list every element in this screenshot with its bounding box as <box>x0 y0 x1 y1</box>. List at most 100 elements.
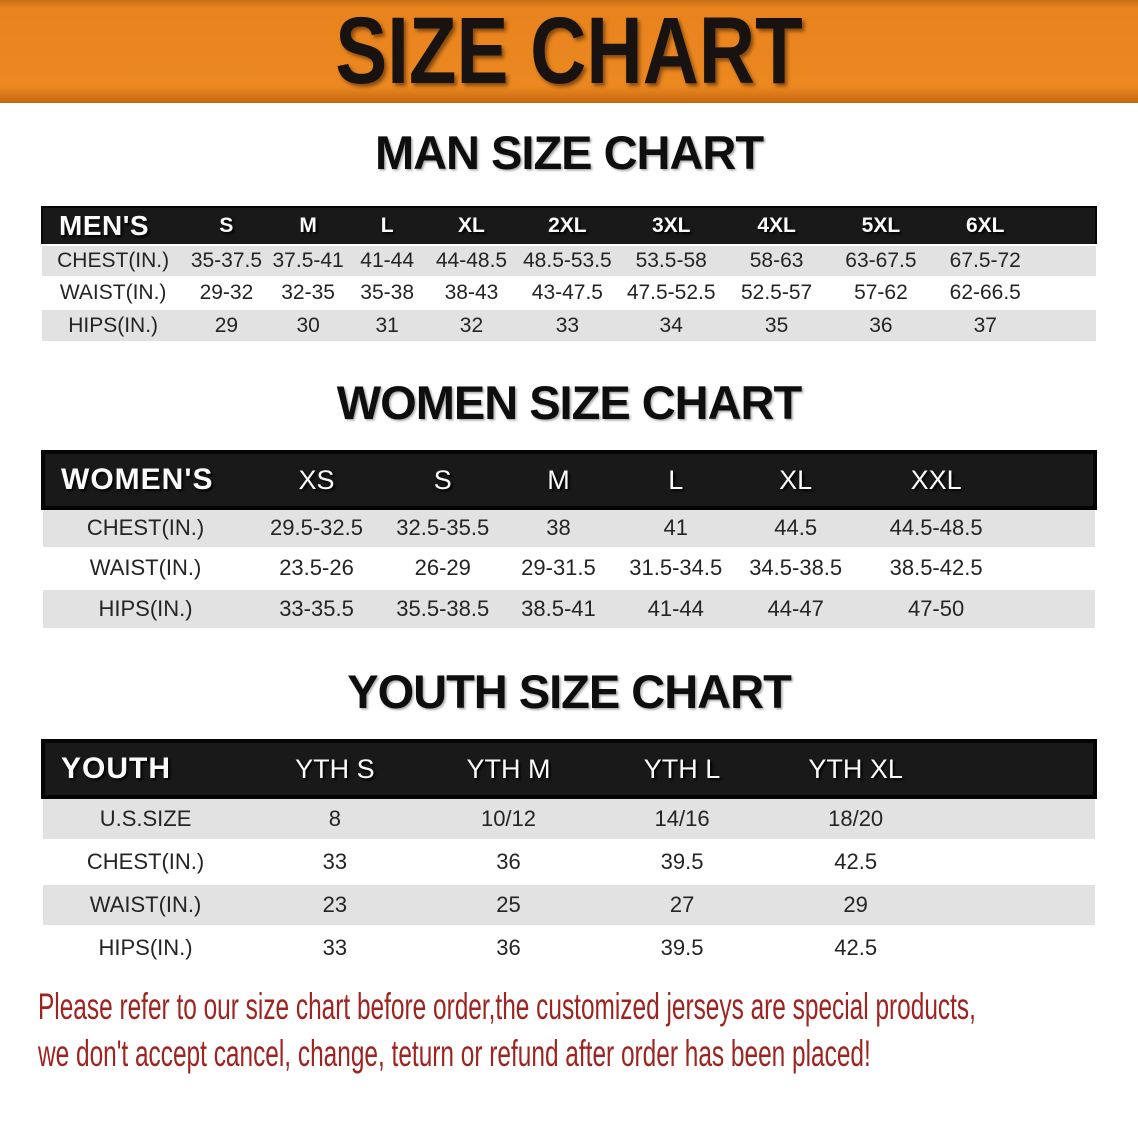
size-cell: 43-47.5 <box>516 276 619 309</box>
table-row-hips: HIPS(IN.) 29 30 31 32 33 34 35 36 37 <box>42 308 1096 341</box>
disclaimer-line-1: Please refer to our size chart before or… <box>38 986 976 1027</box>
size-cell: 42.5 <box>768 838 943 883</box>
size-cell: 37 <box>932 308 1038 341</box>
col-header: 3XL <box>651 214 691 237</box>
table-row-waist: WAIST(IN.) 23.5-26 26-29 29-31.5 31.5-34… <box>43 546 1095 588</box>
filler-cell <box>1016 506 1095 548</box>
youth-size-table: YOUTH YTH S YTH M YTH L YTH XL U.S.SIZE … <box>41 739 1097 969</box>
row-label: HIPS(IN.) <box>43 924 249 969</box>
table-row-hips: HIPS(IN.) 33-35.5 35.5-38.5 38.5-41 41-4… <box>43 586 1095 628</box>
row-label: WAIST(IN.) <box>42 276 185 309</box>
filler-cell <box>1037 276 1096 309</box>
filler-cell <box>942 924 1095 969</box>
col-header: S <box>433 464 452 495</box>
size-cell: 42.5 <box>768 924 943 969</box>
size-cell: 47-50 <box>856 586 1017 628</box>
youth-section: YOUTH SIZE CHART YOUTH YTH S YTH M YTH L… <box>0 668 1138 969</box>
size-cell: 35-37.5 <box>184 244 269 277</box>
disclaimer: Please refer to our size chart before or… <box>0 983 1138 1077</box>
size-cell: 29 <box>768 881 943 926</box>
col-header: YTH M <box>466 753 551 784</box>
size-cell: 37.5-41 <box>268 244 348 277</box>
size-cell: 32-35 <box>268 276 348 309</box>
col-header: YTH S <box>295 753 375 784</box>
filler-cell <box>1016 452 1095 508</box>
size-cell: 34.5-38.5 <box>735 546 857 588</box>
col-header: M <box>299 214 317 237</box>
size-cell: 8 <box>248 795 422 840</box>
table-row-hips: HIPS(IN.) 33 36 39.5 42.5 <box>43 924 1095 969</box>
col-header: XXL <box>910 464 962 495</box>
table-row-chest: CHEST(IN.) 29.5-32.5 32.5-35.5 38 41 44.… <box>43 506 1095 548</box>
size-cell: 44-48.5 <box>426 244 517 277</box>
women-header-row: WOMEN'S XS S M L XL XXL <box>43 452 1095 508</box>
size-cell: 44.5 <box>735 506 857 548</box>
size-cell: 33-35.5 <box>248 586 385 628</box>
filler-cell <box>1037 244 1096 277</box>
row-label: WAIST(IN.) <box>43 881 249 926</box>
size-cell: 29 <box>184 308 269 341</box>
size-cell: 33 <box>248 838 422 883</box>
filler-cell <box>942 795 1095 840</box>
size-cell: 41 <box>616 506 736 548</box>
col-header: XL <box>458 214 485 237</box>
filler-cell <box>1016 586 1095 628</box>
size-cell: 36 <box>829 308 933 341</box>
col-header: YTH L <box>643 753 721 784</box>
row-label: HIPS(IN.) <box>43 586 249 628</box>
size-cell: 38.5-41 <box>500 586 617 628</box>
men-size-table: MEN'S S M L XL 2XL 3XL 4XL 5XL 6XL CHEST… <box>41 206 1097 341</box>
size-cell: 31.5-34.5 <box>616 546 736 588</box>
size-cell: 35 <box>723 308 830 341</box>
filler-cell <box>942 838 1095 883</box>
table-row-chest: CHEST(IN.) 35-37.5 37.5-41 41-44 44-48.5… <box>42 244 1096 277</box>
size-cell: 44-47 <box>735 586 857 628</box>
size-cell: 30 <box>268 308 348 341</box>
size-cell: 41-44 <box>347 244 427 277</box>
col-header: XL <box>779 464 813 495</box>
banner: SIZE CHART <box>0 0 1138 103</box>
size-cell: 29-32 <box>184 276 269 309</box>
col-header: L <box>668 464 684 495</box>
women-section-heading: WOMEN SIZE CHART <box>336 376 802 429</box>
row-label: CHEST(IN.) <box>42 244 185 277</box>
men-table-label: MEN'S <box>59 210 150 241</box>
col-header: 4XL <box>757 214 796 237</box>
size-cell: 26-29 <box>384 546 501 588</box>
size-cell: 58-63 <box>723 244 830 277</box>
table-row-chest: CHEST(IN.) 33 36 39.5 42.5 <box>43 838 1095 883</box>
col-header: S <box>219 214 234 237</box>
col-header: XS <box>298 464 335 495</box>
size-cell: 32 <box>426 308 517 341</box>
table-row-ussize: U.S.SIZE 8 10/12 14/16 18/20 <box>43 795 1095 840</box>
size-cell: 25 <box>421 881 596 926</box>
row-label: CHEST(IN.) <box>43 838 249 883</box>
size-cell: 44.5-48.5 <box>856 506 1017 548</box>
size-cell: 27 <box>595 881 769 926</box>
youth-header-row: YOUTH YTH S YTH M YTH L YTH XL <box>43 741 1095 797</box>
col-header: L <box>380 214 394 237</box>
col-header: 5XL <box>861 214 901 237</box>
filler-cell <box>942 741 1095 797</box>
col-header: 2XL <box>548 214 587 237</box>
size-cell: 63-67.5 <box>829 244 933 277</box>
disclaimer-line-2: we don't accept cancel, change, teturn o… <box>38 1033 871 1074</box>
women-table-label: WOMEN'S <box>61 463 214 496</box>
size-cell: 62-66.5 <box>932 276 1038 309</box>
size-cell: 31 <box>347 308 427 341</box>
page-title: SIZE CHART <box>335 0 803 104</box>
filler-cell <box>1016 546 1095 588</box>
size-chart-page: SIZE CHART MAN SIZE CHART MEN'S S M L XL… <box>0 0 1138 1077</box>
size-cell: 23.5-26 <box>248 546 385 588</box>
size-cell: 38.5-42.5 <box>856 546 1017 588</box>
size-cell: 36 <box>421 838 596 883</box>
size-cell: 35-38 <box>347 276 427 309</box>
size-cell: 33 <box>516 308 619 341</box>
filler-cell <box>942 881 1095 926</box>
size-cell: 36 <box>421 924 596 969</box>
size-cell: 48.5-53.5 <box>516 244 619 277</box>
size-cell: 41-44 <box>616 586 736 628</box>
filler-cell <box>1037 308 1096 341</box>
size-cell: 23 <box>248 881 422 926</box>
size-cell: 29-31.5 <box>500 546 617 588</box>
